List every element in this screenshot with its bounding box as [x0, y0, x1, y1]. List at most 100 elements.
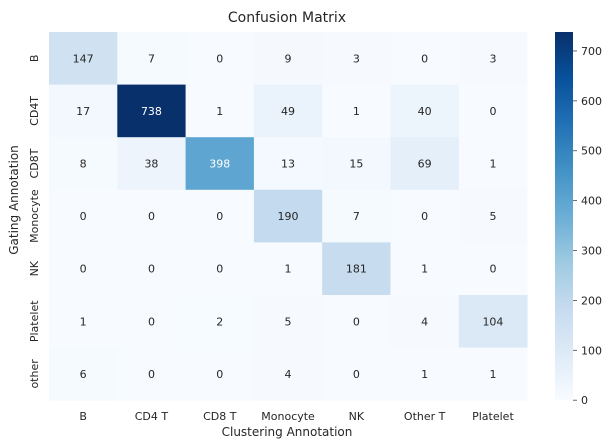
x-tick-labels: B CD4 T CD8 T Monocyte NK Other T Platelet [79, 410, 514, 423]
cell-value-label: 7 [353, 210, 360, 223]
cell-value-label: 49 [281, 105, 295, 118]
cell-value-label: 0 [353, 315, 360, 328]
heatmap-cell [117, 347, 187, 401]
heatmap-cell [117, 32, 187, 86]
cell-value-label: 0 [148, 210, 155, 223]
cell-value-label: 181 [346, 263, 367, 276]
cell-value-label: 738 [141, 105, 162, 118]
cell-value-label: 0 [216, 210, 223, 223]
heatmap-cell [49, 189, 118, 243]
cell-value-label: 190 [278, 210, 299, 223]
colorbar [555, 32, 573, 401]
cell-value-label: 3 [489, 52, 496, 65]
cell-value-label: 0 [80, 210, 87, 223]
cell-value-label: 69 [418, 158, 432, 171]
cell-value-label: 4 [285, 368, 292, 381]
cell-value-label: 6 [80, 368, 87, 381]
cell-value-label: 8 [80, 158, 87, 171]
heatmap-cell [117, 242, 187, 296]
heatmap-cell [185, 242, 255, 296]
x-tick-label: CD8 T [203, 410, 237, 423]
heatmap-cell [322, 137, 391, 191]
heatmap-cell [253, 347, 323, 401]
y-tick-label: NK [28, 260, 41, 276]
heatmap-cell [458, 242, 528, 296]
heatmap-cell [49, 347, 118, 401]
colorbar-tick-label: 600 [581, 95, 602, 108]
heatmap-cell [390, 32, 460, 86]
x-tick-label: NK [349, 410, 365, 423]
heatmap-cell [117, 295, 187, 349]
cell-value-label: 9 [285, 52, 292, 65]
heatmap-cell [185, 84, 255, 138]
heatmap-cell [322, 347, 391, 401]
cell-value-label: 1 [421, 368, 428, 381]
colorbar-tick-labels: 0 100 200 300 400 500 600 700 [573, 45, 602, 407]
cell-value-label: 0 [353, 368, 360, 381]
chart-title: Confusion Matrix [228, 10, 346, 26]
cell-value-label: 2 [216, 315, 223, 328]
cell-value-label: 17 [76, 105, 90, 118]
colorbar-tick-label: 500 [581, 145, 602, 158]
heatmap-cell [458, 347, 528, 401]
x-tick-label: Other T [404, 410, 446, 423]
heatmap-cell [253, 32, 323, 86]
heatmap-cell [390, 84, 460, 138]
cell-value-labels: 147 7 0 9 3 0 317 738 1 49 1 40 08 38 398 13 15 69 10 0 0 190… [73, 52, 504, 381]
cell-value-label: 1 [80, 315, 87, 328]
heatmap-cell [49, 295, 118, 349]
cell-value-label: 1 [285, 263, 292, 276]
heatmap-cell [117, 84, 187, 138]
cell-value-label: 1 [353, 105, 360, 118]
heatmap-cell [253, 242, 323, 296]
cell-value-label: 5 [285, 315, 292, 328]
y-tick-label: CD8T [28, 148, 41, 178]
cell-value-label: 398 [209, 158, 230, 171]
cell-value-label: 1 [421, 263, 428, 276]
colorbar-tick-label: 300 [581, 245, 602, 258]
colorbar-tick-label: 100 [581, 344, 602, 357]
heatmap-cell [49, 242, 118, 296]
heatmap-cell [390, 189, 460, 243]
cell-value-label: 1 [489, 368, 496, 381]
y-tick-label: CD4T [28, 96, 41, 126]
cell-value-label: 40 [418, 105, 432, 118]
heatmap-cell [322, 32, 391, 86]
heatmap-cell [390, 242, 460, 296]
heatmap-cell [253, 84, 323, 138]
heatmap-cell [322, 242, 391, 296]
heatmap-cell [185, 347, 255, 401]
cell-value-label: 5 [489, 210, 496, 223]
colorbar-gradient [555, 32, 573, 401]
cell-value-label: 3 [353, 52, 360, 65]
cell-value-label: 38 [144, 158, 158, 171]
x-tick-label: Platelet [472, 410, 514, 423]
y-tick-label: Platelet [28, 300, 41, 342]
heatmap-cell [185, 295, 255, 349]
y-tick-label: B [28, 55, 41, 63]
cell-value-label: 0 [216, 368, 223, 381]
heatmap-cell [458, 295, 528, 349]
cell-value-label: 0 [421, 210, 428, 223]
cell-value-label: 0 [489, 263, 496, 276]
colorbar-tick-label: 400 [581, 195, 602, 208]
heatmap-cell [322, 295, 391, 349]
cell-value-label: 0 [80, 263, 87, 276]
heatmap-cell [49, 84, 118, 138]
heatmap-cell [322, 84, 391, 138]
heatmap-cell [49, 32, 118, 86]
heatmap-cell [253, 137, 323, 191]
cell-value-label: 7 [148, 52, 155, 65]
cell-value-label: 0 [148, 263, 155, 276]
colorbar-tick-label: 200 [581, 294, 602, 307]
heatmap-cell [117, 137, 187, 191]
cell-value-label: 15 [349, 158, 363, 171]
heatmap-cells [49, 32, 528, 401]
cell-value-label: 147 [73, 52, 94, 65]
cell-value-label: 0 [216, 263, 223, 276]
y-tick-label: other [28, 359, 41, 389]
cell-value-label: 0 [489, 105, 496, 118]
heatmap-cell [253, 295, 323, 349]
colorbar-tick-label: 0 [581, 394, 588, 407]
